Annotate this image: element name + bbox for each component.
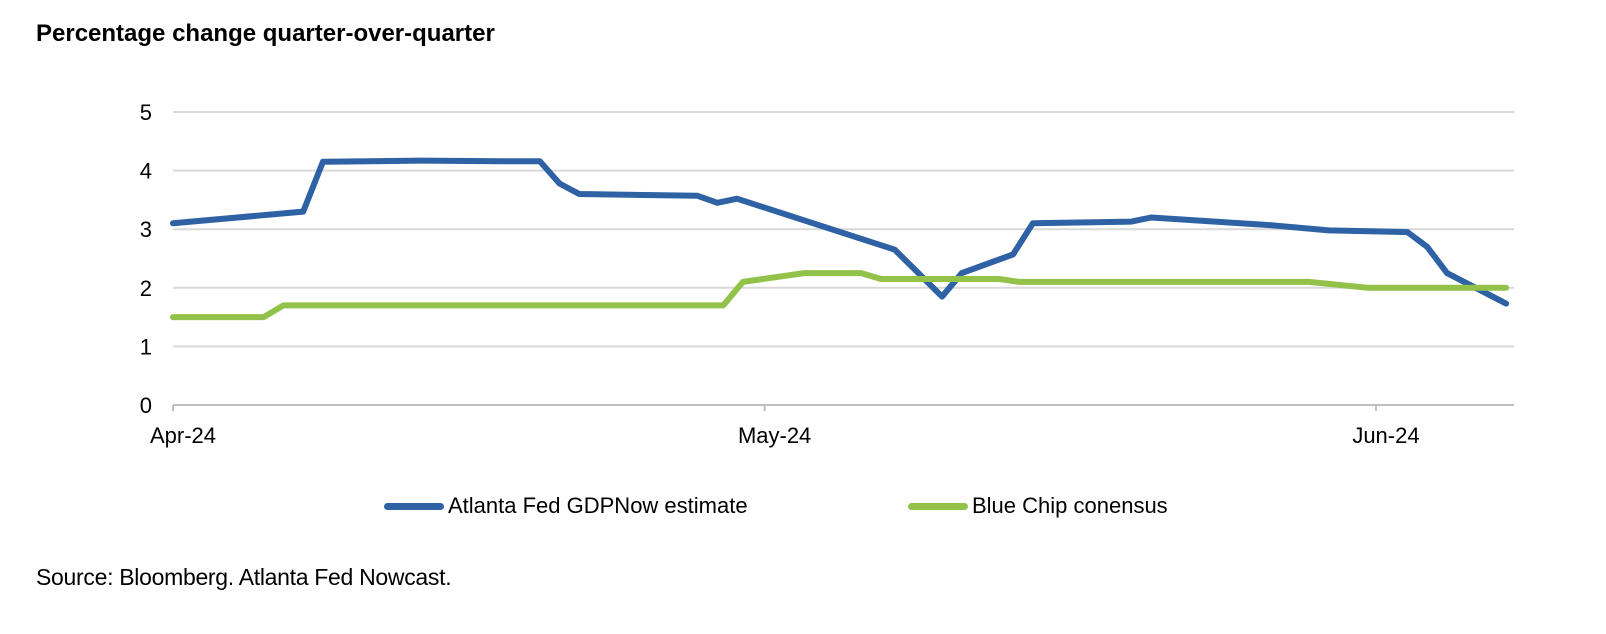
- y-tick-label: 1: [140, 334, 152, 359]
- legend-label-gdpnow: Atlanta Fed GDPNow estimate: [448, 493, 748, 518]
- source-note: Source: Bloomberg. Atlanta Fed Nowcast.: [36, 564, 452, 590]
- y-tick-label: 0: [140, 393, 152, 418]
- y-tick-label: 2: [140, 276, 152, 301]
- axes: 0 1 2 3 4 5 Apr-24 May-24 Jun-24: [140, 100, 1514, 448]
- legend-item-bluechip: Blue Chip conensus: [908, 488, 1168, 524]
- x-tick-label: Apr-24: [150, 423, 216, 448]
- legend-swatch-bluechip: [908, 502, 968, 510]
- series-line-gdpnow: [170, 157, 1510, 307]
- chart-title: Percentage change quarter-over-quarter: [36, 20, 495, 47]
- y-tick-label: 5: [140, 100, 152, 125]
- legend-label-bluechip: Blue Chip conensus: [972, 493, 1168, 518]
- x-tick-label: May-24: [738, 423, 811, 448]
- legend-swatch-gdpnow: [384, 502, 444, 510]
- legend: Atlanta Fed GDPNow estimate Blue Chip co…: [0, 488, 1606, 524]
- legend-item-gdpnow: Atlanta Fed GDPNow estimate: [384, 488, 748, 524]
- y-tick-label: 4: [140, 159, 152, 184]
- series-line-bluechip: [170, 270, 1510, 321]
- x-tick-label: Jun-24: [1352, 423, 1419, 448]
- y-tick-label: 3: [140, 217, 152, 242]
- series-lines: [170, 157, 1510, 321]
